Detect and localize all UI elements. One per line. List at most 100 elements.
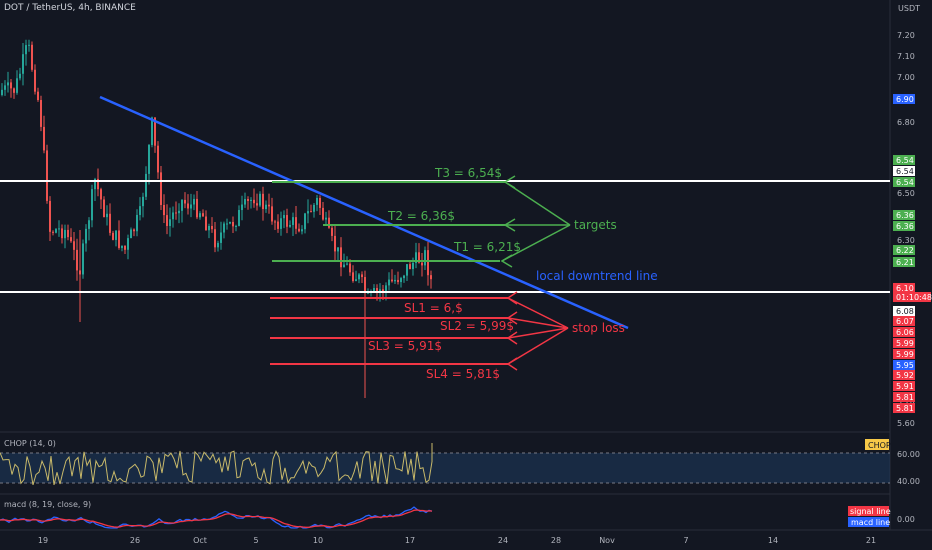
candle-body — [121, 245, 123, 248]
price-tick: 7.00 — [897, 73, 915, 82]
candle-body — [133, 229, 135, 232]
candle-body — [148, 144, 150, 174]
time-tick: 26 — [130, 536, 140, 545]
candle-body — [175, 212, 177, 214]
candle-body — [220, 232, 222, 243]
target-lines — [272, 181, 505, 262]
candle-body — [52, 231, 54, 233]
time-tick: 7 — [683, 536, 688, 545]
sl2-label: SL2 = 5,99$ — [440, 319, 514, 333]
candle-body — [58, 228, 60, 230]
candle-body — [88, 220, 90, 229]
chop-label: CHOP (14, 0) — [4, 439, 56, 448]
candle-body — [1, 89, 3, 95]
t2-label: T2 = 6,36$ — [387, 209, 455, 223]
candle-body — [85, 228, 87, 244]
candle-body — [409, 264, 411, 270]
candle-body — [412, 262, 414, 270]
candle-body — [166, 215, 168, 226]
candle-body — [352, 272, 354, 282]
candle-body — [301, 229, 303, 232]
candle-body — [415, 252, 417, 263]
candle-body — [235, 225, 237, 227]
candle-body — [397, 279, 399, 283]
candle-body — [178, 210, 180, 214]
price-label-bg — [893, 338, 915, 348]
candle-body — [214, 229, 216, 248]
candle-body — [382, 289, 384, 292]
candle-body — [364, 277, 366, 294]
candle-body — [154, 117, 156, 146]
candle-body — [247, 199, 249, 201]
candle-body — [127, 238, 129, 250]
price-label: 01:10:48 — [896, 293, 932, 302]
time-axis: 19 26 Oct 5 10 17 24 28 Nov 7 14 21 — [38, 536, 876, 545]
candle-body — [181, 199, 183, 211]
candle-body — [427, 250, 429, 276]
candle-body — [169, 219, 171, 226]
price-label: 6.07 — [896, 317, 914, 326]
candle-body — [334, 235, 336, 252]
candle-body — [256, 203, 258, 206]
candle-body — [340, 247, 342, 268]
time-tick: 28 — [551, 536, 561, 545]
candle-body — [424, 250, 426, 266]
candle-body — [280, 218, 282, 229]
candle-body — [385, 285, 387, 292]
price-label-bg — [893, 381, 915, 391]
candle-body — [313, 204, 315, 212]
candle-body — [265, 204, 267, 210]
price-label: 6.90 — [896, 95, 914, 104]
candle-body — [244, 199, 246, 205]
price-label: 6.36 — [896, 222, 914, 231]
candle-body — [136, 214, 138, 232]
time-tick: 21 — [866, 536, 876, 545]
currency-label: USDT — [898, 4, 920, 13]
candle-body — [205, 216, 207, 231]
candle-body — [112, 232, 114, 240]
price-label-bg — [893, 210, 915, 220]
price-label-bg — [893, 292, 931, 302]
price-label: 6.10 — [896, 284, 914, 293]
candle-body — [289, 224, 291, 227]
candle-body — [337, 247, 339, 252]
candle-body — [211, 226, 213, 230]
candle-body — [187, 203, 189, 209]
price-label: 6.08 — [896, 307, 914, 316]
candle-body — [196, 198, 198, 218]
candle-body — [94, 178, 96, 190]
candle-body — [34, 69, 36, 92]
price-label-bg — [893, 257, 915, 267]
stop-loss-lines — [270, 297, 508, 365]
candle-body — [277, 221, 279, 229]
candle-body — [100, 189, 102, 200]
candle-body — [124, 245, 126, 250]
candle-body — [82, 243, 84, 275]
candle-body — [184, 199, 186, 204]
chop-band — [0, 453, 890, 483]
t3-label: T3 = 6,54$ — [434, 166, 502, 180]
time-tick: 19 — [38, 536, 48, 545]
price-label-bg — [893, 245, 915, 255]
candle-body — [406, 264, 408, 276]
candle-body — [25, 45, 27, 55]
candle-body — [229, 221, 231, 224]
candle-body — [223, 223, 225, 233]
candle-body — [295, 217, 297, 229]
candle-body — [388, 279, 390, 286]
price-label-bg — [893, 283, 915, 293]
candle-body — [358, 274, 360, 280]
time-tick: 10 — [313, 536, 323, 545]
price-labels: 6.90 6.54 6.54 6.54 6.36 6.36 6.22 6.21 6.1001:1… — [893, 94, 932, 413]
time-tick: Nov — [599, 536, 615, 545]
price-tick: 6.50 — [897, 189, 915, 198]
candle-body — [241, 204, 243, 211]
stop-loss-label: stop loss — [572, 321, 625, 335]
time-tick: 17 — [405, 536, 415, 545]
stop-loss-arrows — [506, 291, 569, 371]
candle-body — [40, 100, 42, 127]
candle-body — [283, 215, 285, 219]
candle-body — [298, 228, 300, 232]
signal-badge: signal line — [850, 507, 891, 516]
